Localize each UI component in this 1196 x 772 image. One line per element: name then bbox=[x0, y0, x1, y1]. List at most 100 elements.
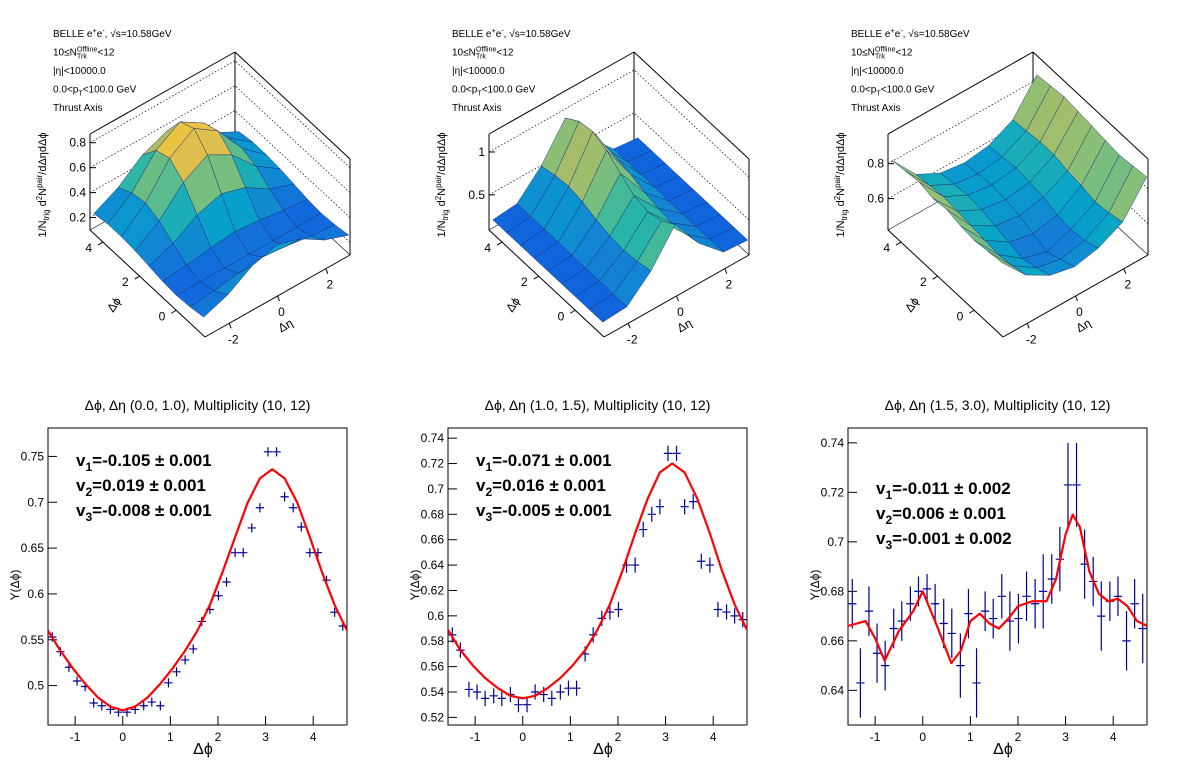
text-part: Thrust Axis bbox=[851, 103, 900, 114]
text-part: |η|<10000.0 bbox=[452, 66, 505, 77]
data-point bbox=[305, 548, 315, 558]
annotation-symbol: v bbox=[476, 451, 486, 470]
data-point bbox=[514, 697, 523, 713]
data-point bbox=[672, 445, 681, 461]
x-tick-label: -1 bbox=[870, 730, 881, 744]
data-point bbox=[980, 591, 990, 631]
box-edge bbox=[887, 51, 1034, 135]
data-point bbox=[1047, 554, 1056, 604]
text-part: e bbox=[895, 29, 901, 40]
data-point bbox=[172, 667, 181, 677]
annotation-index: 1 bbox=[85, 460, 92, 474]
data-point bbox=[1022, 571, 1031, 622]
header-line: 0.0<pT<100.0 GeV bbox=[851, 85, 935, 98]
data-point bbox=[1122, 611, 1131, 671]
data-point bbox=[263, 447, 273, 457]
x-tick-label: 2 bbox=[326, 278, 333, 292]
text-part: + bbox=[92, 26, 96, 35]
text-part: 2 bbox=[833, 196, 842, 200]
text-part: Thrust Axis bbox=[452, 103, 501, 114]
text-part: Offline bbox=[77, 45, 98, 54]
annotation-text: =0.019 ± 0.001 bbox=[92, 476, 206, 495]
z-tick-label: 0.4 bbox=[69, 186, 86, 200]
y-tick-label: 0 bbox=[558, 309, 565, 323]
annotation-index: 3 bbox=[85, 510, 92, 524]
tick-mark bbox=[533, 275, 539, 280]
annotation-index: 3 bbox=[885, 538, 892, 552]
data-point bbox=[272, 447, 281, 457]
text-part: , √s=10.58GeV bbox=[105, 28, 172, 40]
data-point bbox=[1113, 576, 1123, 617]
header-line: 0.0<pT<100.0 GeV bbox=[452, 85, 536, 98]
annotation-symbol: v bbox=[876, 529, 886, 548]
text-part: <12 bbox=[98, 48, 115, 59]
x-axis-label: Δϕ bbox=[593, 741, 613, 758]
y-tick-label: 0.52 bbox=[421, 710, 445, 724]
text-part: trig bbox=[840, 209, 849, 220]
header-line: Thrust Axis bbox=[452, 103, 501, 114]
text-part: d bbox=[37, 200, 49, 209]
header-line: BELLE e+e-, √s=10.58GeV bbox=[851, 26, 970, 40]
tick-mark bbox=[170, 309, 177, 314]
data-point bbox=[630, 557, 640, 573]
z-tick-label: 0.8 bbox=[867, 157, 884, 171]
text-part: N bbox=[835, 188, 847, 196]
annotation: v2=0.006 ± 0.001 bbox=[876, 504, 1006, 527]
y-tick-label: 0.62 bbox=[421, 583, 445, 597]
data-point bbox=[547, 690, 556, 706]
data-point bbox=[713, 601, 723, 618]
tick-mark bbox=[569, 309, 576, 314]
y-tick-label: 0.6 bbox=[27, 587, 44, 601]
y-tick-label: 0.68 bbox=[821, 584, 845, 598]
annotation-symbol: v bbox=[476, 501, 486, 520]
annotation-text: =-0.105 ± 0.001 bbox=[92, 451, 211, 470]
data-point bbox=[922, 574, 932, 604]
y-tick-label: 0.66 bbox=[421, 533, 445, 547]
tick-mark bbox=[325, 268, 329, 274]
data-point bbox=[280, 492, 289, 502]
annotation-symbol: v bbox=[76, 501, 86, 520]
text-part: <100.0 GeV bbox=[881, 85, 935, 96]
text-part: 0.0<p bbox=[851, 85, 877, 96]
y-tick-label: 0.54 bbox=[421, 685, 445, 699]
x-axis-label: Δη bbox=[1074, 316, 1094, 335]
z-tick-label: 0.8 bbox=[69, 136, 86, 150]
data-point bbox=[856, 648, 865, 718]
data-point bbox=[214, 591, 223, 601]
x-tick-label: -2 bbox=[228, 332, 239, 346]
fit-curve bbox=[847, 513, 1148, 665]
tick-mark bbox=[496, 241, 503, 246]
data-point bbox=[989, 598, 998, 639]
y-tick-label: 4 bbox=[484, 241, 491, 255]
data-point bbox=[230, 548, 240, 558]
y-tick-label: 0.66 bbox=[821, 634, 845, 648]
header-line: Thrust Axis bbox=[53, 103, 102, 114]
data-point bbox=[872, 623, 882, 683]
data-point bbox=[247, 523, 256, 533]
data-point bbox=[297, 522, 306, 532]
box-edge bbox=[488, 51, 635, 135]
surface-cell bbox=[588, 293, 628, 323]
y-tick-label: 0.7 bbox=[427, 482, 444, 496]
x-tick-label: -2 bbox=[627, 332, 638, 346]
y-tick-label: 0.74 bbox=[421, 431, 445, 445]
annotation: v3=-0.005 ± 0.001 bbox=[476, 501, 612, 524]
y-axis bbox=[887, 229, 1004, 338]
text-part: 1/N bbox=[835, 220, 847, 237]
data-point bbox=[289, 503, 298, 513]
text-part: , √s=10.58GeV bbox=[504, 28, 571, 40]
annotation-symbol: v bbox=[76, 451, 86, 470]
surface-cell bbox=[987, 251, 1027, 276]
x-tick-label: 3 bbox=[662, 730, 669, 744]
annotation-text: =-0.071 ± 0.001 bbox=[492, 451, 611, 470]
y-tick-label: 0.74 bbox=[821, 436, 845, 450]
data-point bbox=[697, 553, 706, 569]
y-tick-label: 0 bbox=[159, 309, 166, 323]
text-part: Thrust Axis bbox=[53, 103, 102, 114]
x-tick-label: 0 bbox=[278, 305, 285, 319]
annotation-text: =-0.001 ± 0.002 bbox=[892, 529, 1011, 548]
tick-mark bbox=[1123, 268, 1127, 274]
text-part: pair bbox=[35, 174, 44, 188]
header-line: 10≤NOffline Trk <12 bbox=[452, 45, 514, 61]
